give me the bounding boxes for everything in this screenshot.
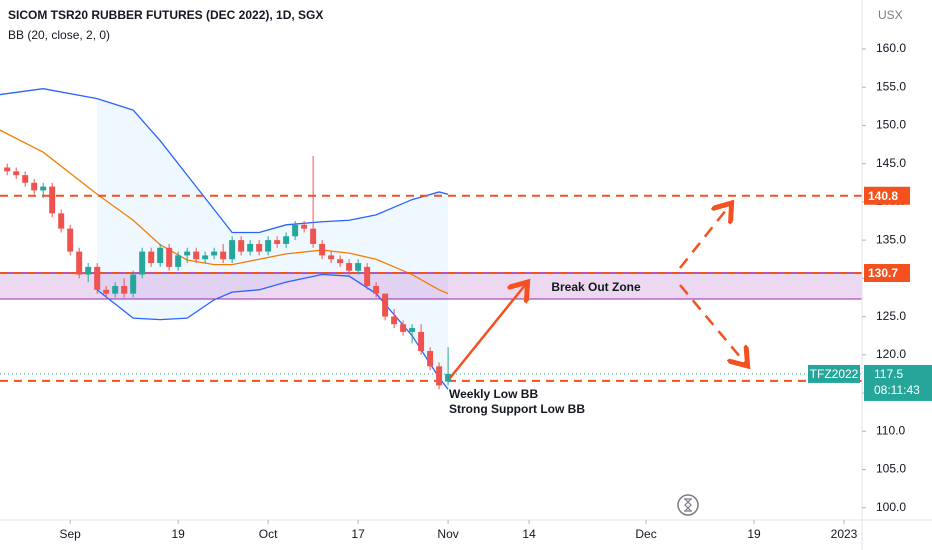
candle-body bbox=[418, 331, 425, 351]
candle-body bbox=[94, 266, 101, 290]
candle-body bbox=[274, 240, 281, 244]
level-tag bbox=[864, 264, 910, 282]
candle-body bbox=[229, 240, 236, 260]
candle-body bbox=[445, 373, 452, 382]
candle-body bbox=[166, 247, 173, 267]
y-tick-label: 150.0 bbox=[876, 118, 906, 132]
countdown: 08:11:43 bbox=[874, 383, 920, 397]
candle-body bbox=[40, 186, 47, 191]
y-tick-label: 100.0 bbox=[876, 500, 906, 514]
replay-icon[interactable] bbox=[677, 494, 699, 516]
candle-body bbox=[292, 224, 299, 237]
candle-body bbox=[355, 263, 362, 271]
candle-body bbox=[373, 286, 380, 294]
y-tick-label: 125.0 bbox=[876, 309, 906, 323]
y-tick-label: 120.0 bbox=[876, 347, 906, 361]
candle-body bbox=[157, 247, 164, 264]
candle-body bbox=[220, 251, 227, 260]
candle-body bbox=[121, 286, 128, 294]
candle-body bbox=[400, 324, 407, 332]
x-tick-label: Dec bbox=[635, 527, 656, 541]
y-tick-label: 105.0 bbox=[876, 462, 906, 476]
x-tick-label: Sep bbox=[60, 527, 82, 541]
candle-body bbox=[22, 175, 29, 183]
candle-body bbox=[310, 228, 317, 244]
candle-body bbox=[31, 182, 38, 191]
candle-body bbox=[427, 351, 434, 367]
x-tick-label: 17 bbox=[351, 527, 365, 541]
zone-label: Break Out Zone bbox=[551, 280, 641, 294]
level-tag-label: 140.8 bbox=[868, 189, 898, 203]
annotation: Strong Support Low BB bbox=[449, 402, 585, 416]
candle-body bbox=[4, 167, 11, 172]
chart-title: SICOM TSR20 RUBBER FUTURES (DEC 2022), 1… bbox=[8, 8, 323, 22]
candle-body bbox=[283, 236, 290, 244]
candle-body bbox=[49, 186, 56, 214]
y-tick-label: 145.0 bbox=[876, 156, 906, 170]
x-tick-label: 19 bbox=[747, 527, 761, 541]
candle-body bbox=[76, 251, 83, 275]
candle-body bbox=[436, 366, 443, 386]
arrow bbox=[449, 284, 526, 379]
candle-body bbox=[130, 274, 137, 294]
candle-body bbox=[382, 293, 389, 317]
y-tick-label: 110.0 bbox=[876, 423, 905, 437]
candle-body bbox=[337, 259, 344, 264]
candle-body bbox=[112, 286, 119, 294]
candle-body bbox=[391, 316, 398, 325]
breakout-zone bbox=[0, 273, 862, 299]
candle-body bbox=[328, 255, 335, 260]
plot-area bbox=[0, 88, 862, 390]
candle-body bbox=[364, 266, 371, 286]
candle-body bbox=[256, 243, 263, 252]
symbol-tag-label: TFZ2022 bbox=[810, 367, 859, 381]
candle-body bbox=[85, 266, 92, 275]
level-tag bbox=[864, 186, 910, 205]
candle-body bbox=[184, 251, 191, 256]
candle-body bbox=[139, 251, 146, 275]
candle-body bbox=[319, 243, 326, 256]
price-tag-label: 117.5 bbox=[874, 367, 903, 381]
candle-body bbox=[193, 251, 200, 260]
symbol-tag bbox=[808, 364, 860, 383]
x-tick-label: 2023 bbox=[831, 527, 858, 541]
candle-body bbox=[265, 240, 272, 252]
price-tag bbox=[864, 364, 932, 401]
candle-body bbox=[238, 240, 245, 252]
candle-body bbox=[67, 228, 74, 252]
candle-body bbox=[148, 251, 155, 264]
arrow bbox=[679, 205, 730, 269]
candle-body bbox=[211, 251, 218, 256]
candle-body bbox=[58, 213, 65, 229]
x-tick-label: 14 bbox=[522, 527, 536, 541]
candle-body bbox=[301, 224, 308, 229]
y-axis-label: USX bbox=[878, 8, 903, 22]
candle-body bbox=[175, 255, 182, 267]
band-fill bbox=[97, 98, 449, 390]
bb-line bbox=[0, 129, 449, 295]
indicator-label: BB (20, close, 2, 0) bbox=[8, 28, 110, 42]
x-tick-label: Nov bbox=[437, 527, 458, 541]
candle-body bbox=[247, 243, 254, 252]
x-tick-label: 19 bbox=[171, 527, 185, 541]
candle-body bbox=[346, 263, 353, 271]
x-tick-label: Oct bbox=[259, 527, 278, 541]
arrow bbox=[679, 284, 746, 364]
bb-line bbox=[0, 88, 449, 234]
y-tick-label: 155.0 bbox=[876, 79, 906, 93]
candle-body bbox=[13, 171, 20, 176]
y-tick-label: 135.0 bbox=[876, 232, 906, 246]
annotation: Weekly Low BB bbox=[449, 387, 538, 401]
y-tick-label: 160.0 bbox=[876, 41, 906, 55]
candle-body bbox=[202, 255, 209, 260]
candle-body bbox=[103, 289, 110, 294]
candle-body bbox=[409, 328, 416, 332]
level-tag-label: 130.7 bbox=[868, 266, 898, 280]
